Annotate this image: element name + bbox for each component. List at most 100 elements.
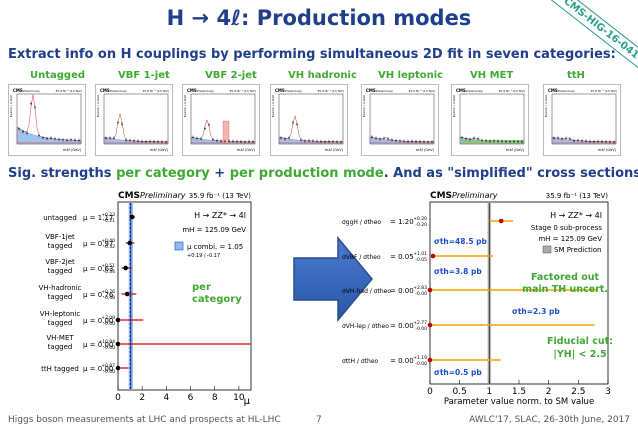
process-value: = 0.00	[390, 287, 414, 295]
plot-frame	[117, 201, 252, 391]
process-point	[427, 287, 433, 293]
process-label: H → ZZ* → 4l	[550, 211, 602, 220]
category-mu-error-up: +0.51	[101, 263, 115, 269]
category-mass-thumbnail: CMS Preliminary 35.9 fb⁻¹ (13 TeV) m4ℓ (GeV…	[182, 84, 260, 156]
theory-xsec-label: σth=3.8 pb	[434, 267, 482, 276]
mass-histogram: CMS Preliminary 35.9 fb⁻¹ (13 TeV) m4ℓ (GeV…	[362, 88, 435, 152]
category-name: tagged	[48, 319, 73, 327]
cms-label: CMS	[118, 191, 140, 201]
category-row: ttH tagged μ = 0.00+0.87-0.00	[41, 363, 129, 375]
process-point	[430, 253, 436, 259]
category-mu-value: μ = 0.97	[83, 240, 113, 248]
category-name: tagged	[48, 267, 73, 275]
thumb-frame	[190, 93, 256, 145]
thumb-frame	[551, 93, 617, 145]
category-point	[115, 317, 121, 323]
category-mu-error-down: -0.00	[103, 369, 115, 375]
category-row: untagged μ = 1.17+0.23-0.21	[43, 212, 135, 224]
thumb-lumi-label: 35.9 fb⁻¹ (13 TeV)	[55, 89, 82, 93]
luminosity-label: 35.9 fb⁻¹ (13 TeV)	[189, 192, 251, 200]
process-point	[427, 357, 433, 363]
preliminary-label: Preliminary	[452, 191, 498, 200]
category-mu-value: μ = 0.00	[83, 365, 113, 373]
subtitle-part: +	[209, 166, 230, 181]
category-mu-value: μ = 0.76	[83, 291, 114, 299]
category-labels: Untagged VBF 1-jet VBF 2-jet VH hadronic…	[0, 70, 638, 84]
mass-histogram: CMS Preliminary 35.9 fb⁻¹ (13 TeV) m4ℓ (GeV…	[96, 88, 169, 152]
mass-histogram: CMS Preliminary 35.9 fb⁻¹ (13 TeV) m4ℓ (GeV…	[183, 88, 256, 152]
category-name: tagged	[48, 343, 73, 351]
process-error-up: +1.19	[413, 355, 427, 361]
process-name: σggH / σtheo	[342, 219, 381, 226]
category-mass-thumbnail: CMS Preliminary 35.9 fb⁻¹ (13 TeV) m4ℓ (GeV…	[361, 84, 439, 156]
footer-talk-title: Higgs boson measurements at LHC and pros…	[8, 415, 281, 425]
category-point	[115, 341, 121, 347]
thumb-y-label: Events / 4 GeV	[271, 94, 275, 117]
thumb-frame	[278, 93, 344, 145]
process-name: σVH-lep / σtheo	[342, 323, 389, 330]
thumb-signal-line	[16, 94, 82, 144]
process-point	[498, 218, 504, 224]
category-mu-error-up: +0.23	[101, 212, 115, 218]
category-mu-error-up: +10.94	[98, 339, 115, 345]
x-tick-label: 3	[605, 387, 611, 397]
thumb-x-label: m4ℓ (GeV)	[237, 148, 256, 152]
x-tick-label: 0.5	[453, 387, 467, 397]
thumb-y-label: Events / 4 GeV	[96, 94, 100, 117]
preliminary-label: Preliminary	[140, 191, 186, 200]
process-row: σVH-lep / σtheo = 0.00 +2.77-0.00 σth=2.3 p…	[342, 307, 595, 332]
theory-xsec-label: σth=48.5 pb	[434, 237, 488, 246]
process-value: = 1.20	[390, 218, 414, 226]
thumb-cms-label: CMS	[366, 88, 376, 93]
process-value: = 0.05	[390, 253, 414, 261]
category-mu-error-up: +2.09	[101, 315, 115, 321]
footer-conference: AWLC'17, SLAC, 26-30th June, 2017	[469, 415, 630, 425]
thumb-preliminary-label: Preliminary	[285, 89, 302, 93]
thumb-y-label: Events / 4 GeV	[9, 94, 13, 117]
category-label: VH MET	[470, 70, 514, 81]
subtitle-highlight: per category	[116, 166, 210, 181]
annotation-per: per	[192, 282, 211, 293]
mass-histogram: CMS Preliminary 35.9 fb⁻¹ (13 TeV) m4ℓ (GeV…	[544, 88, 617, 152]
category-mu-error-down: -0.21	[103, 218, 115, 224]
category-label: Untagged	[30, 70, 86, 81]
x-tick-label: 2.5	[571, 387, 585, 397]
thumb-frame	[103, 93, 169, 145]
category-mu-error-up: +0.87	[101, 363, 115, 369]
process-row: σttH / σtheo = 0.00 +1.19-0.00 σth=0.5 pb	[342, 355, 501, 377]
process-error-up: +0.20	[413, 216, 427, 222]
process-error-up: +2.77	[413, 320, 427, 326]
category-point	[127, 240, 133, 246]
category-name: VH-MET	[46, 334, 74, 342]
category-mu-value: μ = 1.17	[83, 214, 113, 222]
category-mass-thumbnail: CMS Preliminary 35.9 fb⁻¹ (13 TeV) m4ℓ (GeV…	[95, 84, 173, 156]
category-name: VH-leptonic	[40, 310, 81, 318]
thumb-cms-label: CMS	[548, 88, 558, 93]
category-label: VH leptonic	[378, 70, 444, 81]
thumb-preliminary-label: Preliminary	[466, 89, 483, 93]
x-tick-label: 1.5	[512, 387, 526, 397]
annotation-fiducial: Fiducial cut:	[547, 336, 613, 347]
category-point	[123, 265, 128, 271]
category-mu-value: μ = 0.00	[83, 317, 113, 325]
x-tick-label: 0	[115, 393, 121, 403]
category-label: VBF 1-jet	[118, 70, 170, 81]
thumb-cms-label: CMS	[100, 88, 110, 93]
category-mu-value: μ = 0.63	[83, 265, 113, 273]
sm-legend-swatch	[542, 245, 552, 254]
category-mu-error-up: +0.76	[101, 289, 115, 295]
thumb-peak-fill	[222, 120, 230, 144]
thumb-x-label: m4ℓ (GeV)	[506, 148, 525, 152]
cms-label: CMS	[430, 191, 452, 201]
sm-prediction-band	[487, 203, 492, 383]
process-name: σVH-had / σtheo	[342, 288, 391, 295]
stage-label: Stage 0 sub-process	[531, 224, 602, 232]
combined-band	[128, 203, 133, 389]
thumb-lumi-label: 35.9 fb⁻¹ (13 TeV)	[229, 89, 256, 93]
x-tick-label: 2	[546, 387, 552, 397]
thumb-y-label: Events / 4 GeV	[452, 94, 456, 117]
category-name: tagged	[48, 242, 73, 250]
